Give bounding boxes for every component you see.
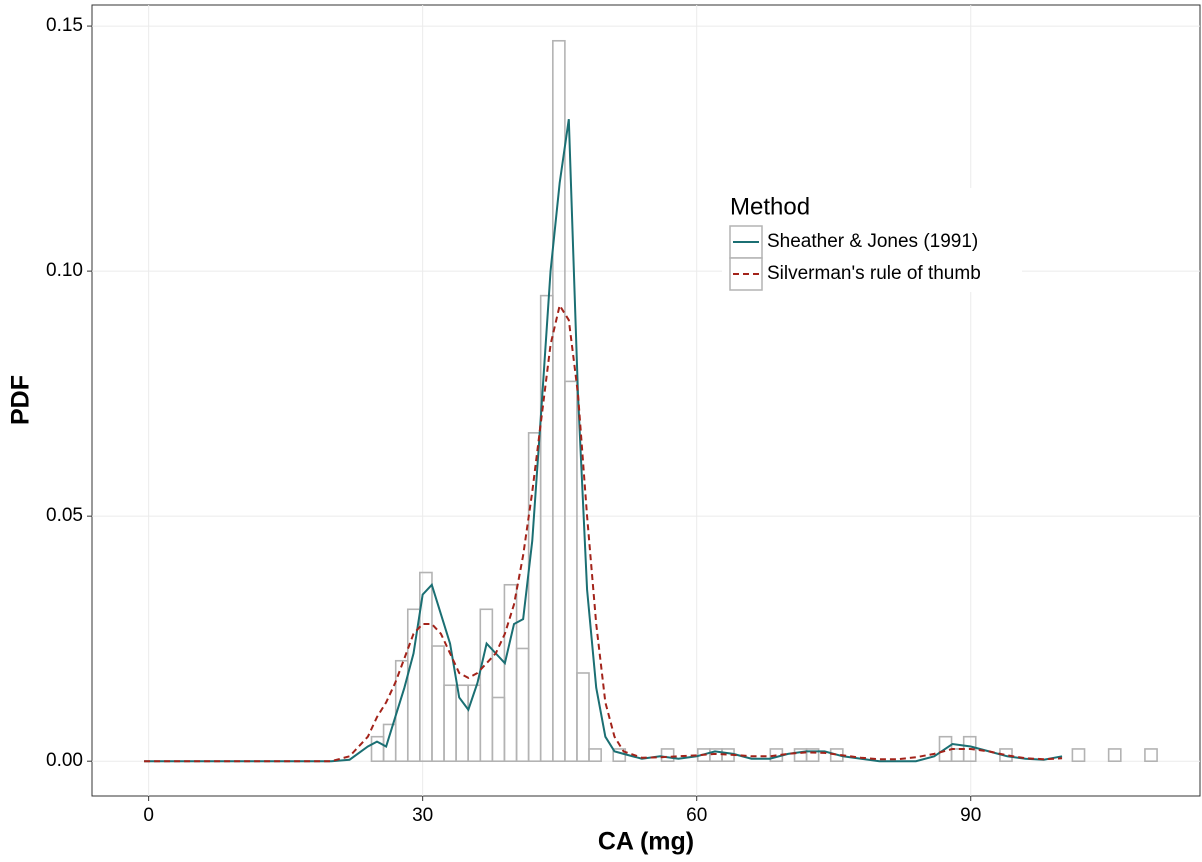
legend-label: Sheather & Jones (1991): [767, 231, 978, 252]
legend-background: [722, 188, 1022, 292]
marks: [144, 39, 1158, 763]
grid: [92, 5, 1200, 796]
x-tick-label: 30: [412, 805, 433, 826]
histogram-bar: [660, 748, 675, 763]
y-tick-label: 0.00: [46, 750, 83, 771]
y-tick-label: 0.05: [46, 505, 83, 526]
legend: Method Sheather & Jones (1991) Silverman'…: [722, 188, 1022, 292]
x-axis-title: CA (mg): [598, 828, 694, 856]
legend-title: Method: [730, 193, 810, 220]
histogram-bar: [1107, 748, 1122, 763]
histogram-bar: [1144, 748, 1158, 763]
histogram-bar: [588, 748, 602, 763]
y-axis-title: PDF: [7, 375, 35, 425]
axes: 0.00 0.05 0.10 0.15 0 30 60 90: [46, 15, 981, 826]
histogram-bar: [1071, 748, 1086, 763]
x-tick-label: 90: [960, 805, 981, 826]
y-tick-label: 0.15: [46, 15, 83, 36]
density-line: [144, 119, 1063, 763]
legend-label: Silverman's rule of thumb: [767, 263, 981, 284]
density-line: [144, 302, 1063, 763]
plot-panel: [91, 4, 1201, 797]
histogram-bar: [805, 748, 820, 763]
x-tick-label: 60: [686, 805, 707, 826]
histogram-bar: [576, 672, 590, 763]
histogram-bar: [479, 608, 494, 763]
y-tick-label: 0.10: [46, 260, 83, 281]
histogram-bar: [564, 380, 578, 763]
x-tick-label: 0: [143, 805, 154, 826]
